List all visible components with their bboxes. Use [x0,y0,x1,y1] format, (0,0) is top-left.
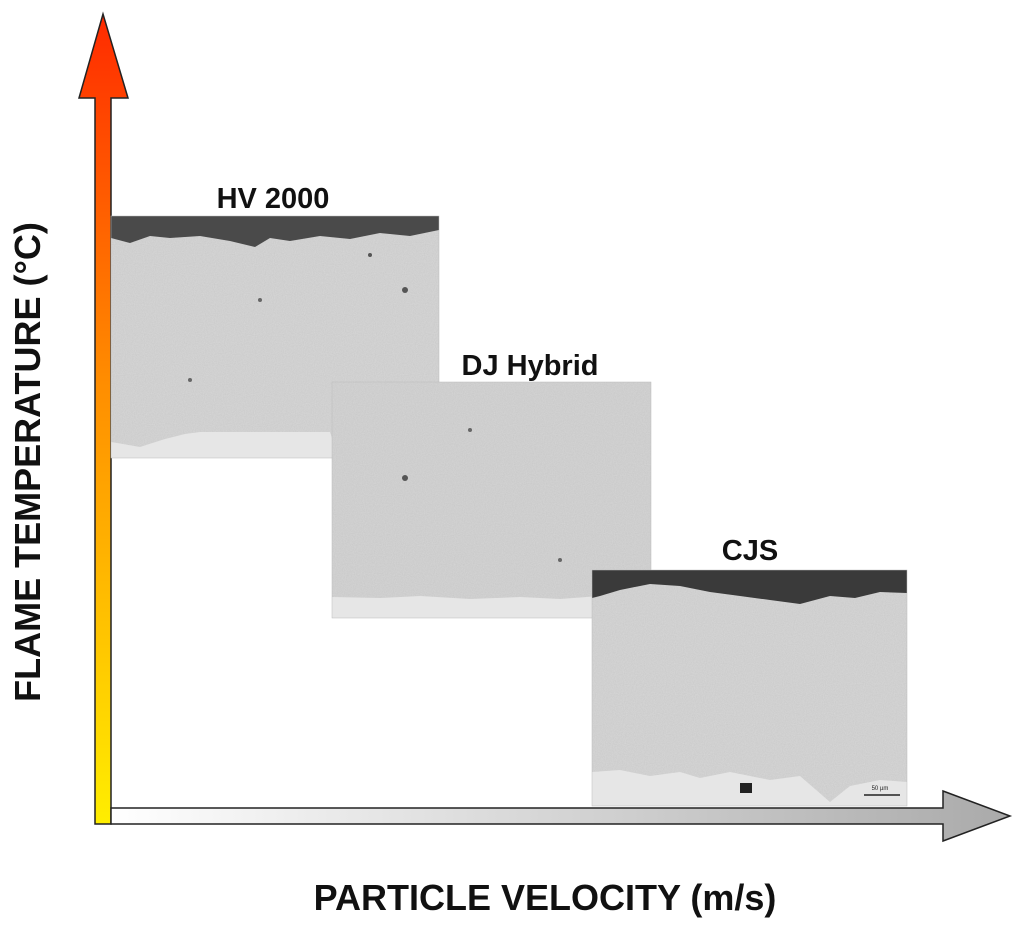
hv2000-frame [110,215,440,459]
scale-bar-label: 50 µm [872,786,889,792]
dj-hybrid-frame [331,381,652,619]
hv2000-label: HV 2000 [217,183,330,215]
cjs-label: CJS [722,535,778,567]
dj-hybrid-label: DJ Hybrid [462,350,599,382]
x-axis-title: PARTICLE VELOCITY (m/s) [314,877,777,918]
dj-hybrid-micrograph [332,382,651,618]
cjs-frame [591,569,908,807]
cjs-micrograph [592,570,907,806]
y-axis-arrow [78,11,130,825]
y-axis-title: FLAME TEMPERATURE (°C) [7,222,48,702]
x-axis-arrow [110,789,1013,843]
